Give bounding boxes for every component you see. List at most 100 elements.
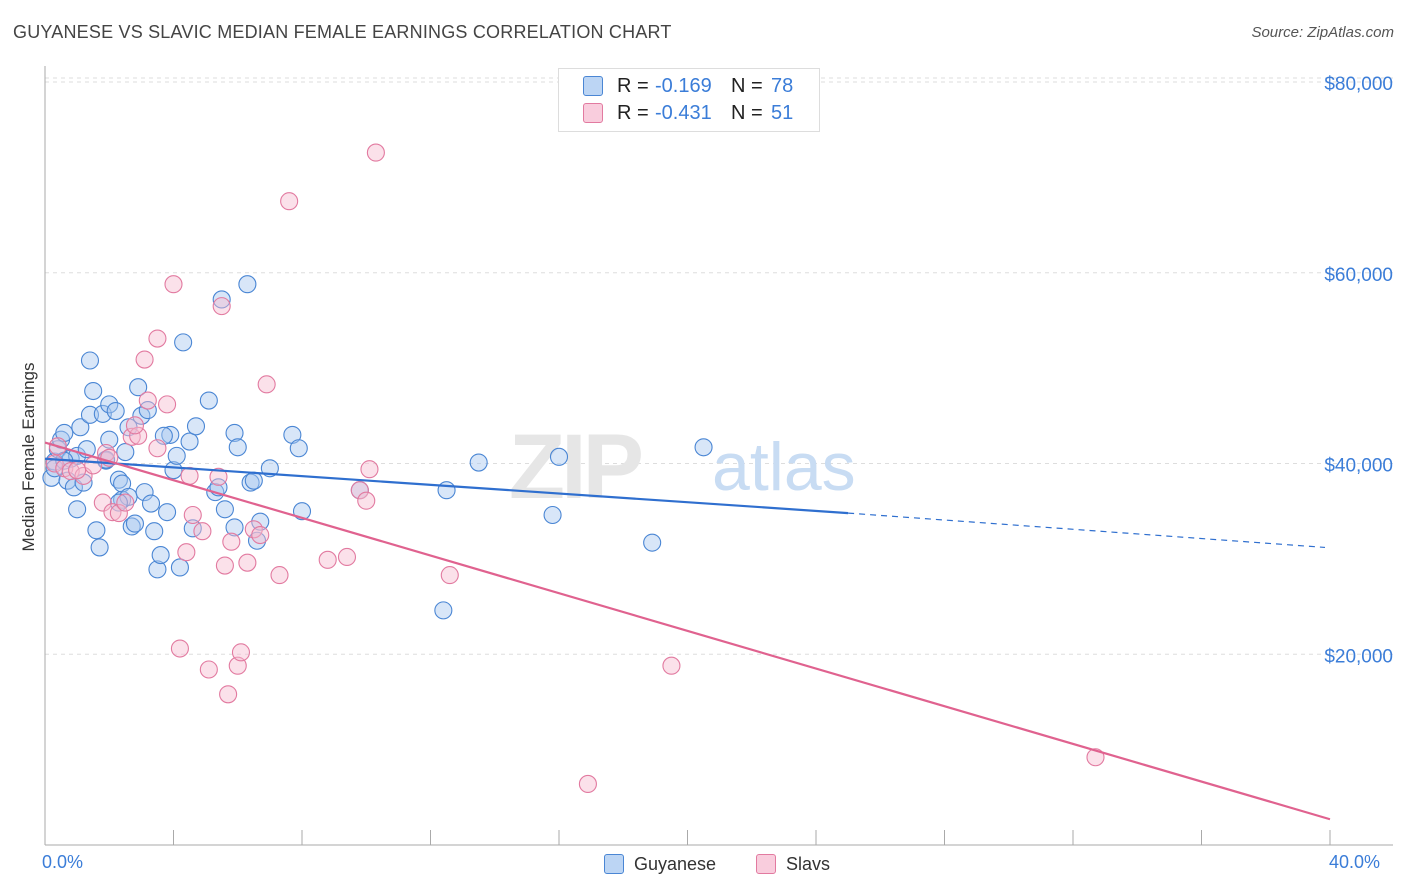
guyanese-point — [292, 502, 312, 521]
guyanese-point — [80, 351, 100, 370]
trend-lines — [44, 441, 1331, 821]
slavs-point — [337, 547, 357, 567]
chart-title: GUYANESE VS SLAVIC MEDIAN FEMALE EARNING… — [13, 22, 672, 42]
guyanese-point — [251, 512, 270, 531]
guyanese-point — [174, 333, 193, 352]
slavs-point — [135, 350, 154, 369]
guyanese-point — [68, 500, 87, 519]
guyanese-point — [80, 405, 100, 424]
guyanese-point — [643, 533, 662, 552]
y-tick-labels: $20,000 $40,000 $60,000 $80,000 — [1324, 74, 1393, 667]
legend-row-slavs: R = -0.431 N = 51 — [583, 101, 793, 125]
guyanese-point — [116, 443, 135, 462]
guyanese-point — [212, 290, 231, 309]
slavs-point — [103, 503, 122, 522]
watermark: ZIP atlas — [509, 416, 856, 518]
legend-r-value: -0.431 — [655, 101, 712, 124]
guyanese-point — [71, 418, 90, 437]
slavs-point — [199, 660, 218, 679]
guyanese-point — [141, 494, 161, 513]
slavs-point — [148, 439, 167, 458]
slavs-point — [1086, 748, 1105, 767]
bottom-legend-slavs: Slavs — [756, 852, 830, 876]
slavs-swatch — [583, 103, 603, 123]
legend-r-label: R = — [617, 101, 649, 124]
slavs-point — [318, 550, 337, 569]
guyanese-point — [225, 518, 244, 537]
guyanese-point — [694, 438, 713, 457]
slavs-point — [251, 525, 270, 545]
guyanese-point — [122, 517, 141, 536]
guyanese-point — [129, 378, 148, 397]
guyanese-point — [135, 483, 154, 502]
guyanese-point — [109, 493, 128, 512]
guyanese-point — [158, 503, 177, 522]
bottom-legend-slavs-label: Slavs — [786, 853, 831, 874]
guyanese-point — [186, 417, 206, 436]
guyanese-swatch — [583, 76, 603, 96]
watermark-zip: ZIP — [509, 416, 642, 518]
slavs-point — [222, 532, 241, 551]
legend-r-value: -0.169 — [655, 74, 712, 97]
slavs-point — [662, 656, 681, 675]
guyanese-point — [549, 447, 569, 466]
watermark-atlas: atlas — [712, 429, 856, 505]
guyanese-point — [100, 430, 119, 449]
guyanese-point — [241, 473, 260, 492]
slavs-point — [183, 505, 202, 525]
legend-n-value: 51 — [771, 101, 794, 124]
legend-r-label: R = — [617, 74, 649, 97]
slavs-point — [228, 656, 247, 675]
guyanese-point — [167, 446, 186, 465]
guyanese-point — [100, 395, 119, 414]
slavs-point — [93, 493, 112, 512]
legend-n-value: 78 — [771, 74, 794, 97]
slavs-point — [270, 566, 289, 585]
guyanese-swatch — [604, 854, 624, 874]
guyanese-point — [215, 500, 234, 519]
slavs-point — [357, 491, 376, 510]
guyanese-point — [260, 459, 279, 478]
slavs-point — [212, 297, 231, 316]
guyanese-point — [244, 471, 263, 490]
slavs-point — [68, 461, 87, 480]
legend-n-label: N = — [731, 74, 763, 97]
guyanese-point — [225, 423, 244, 443]
legend-row-guyanese: R = -0.169 N = 78 — [583, 74, 793, 98]
slavs-point — [360, 460, 379, 479]
slavs-point — [366, 143, 385, 162]
guyanese-point — [125, 514, 144, 533]
x-tick-label-max: 40.0% — [1329, 852, 1381, 872]
slavs-point — [129, 426, 148, 445]
slavs-point — [231, 643, 251, 662]
chart-source: Source: ZipAtlas.com — [1251, 24, 1394, 41]
guyanese-point — [161, 425, 180, 444]
bottom-legend-guyanese-label: Guyanese — [634, 853, 717, 874]
slavs-point — [280, 192, 299, 211]
slavs-point — [215, 556, 234, 575]
guyanese-point — [151, 546, 170, 565]
guyanese-point — [469, 453, 488, 472]
slavs-point — [193, 522, 212, 541]
y-tick-label: $20,000 — [1324, 646, 1393, 667]
guyanese-point — [106, 401, 125, 421]
guyanese-point — [247, 531, 267, 550]
slavs-point — [578, 774, 597, 794]
slavs-swatch — [756, 854, 776, 874]
x-tick-label-min: 0.0% — [42, 852, 84, 872]
guyanese-point — [289, 439, 308, 458]
y-tick-label: $60,000 — [1324, 265, 1393, 286]
slavs-point — [350, 481, 369, 500]
guyanese-point — [170, 558, 189, 577]
guyanese-point — [138, 401, 157, 420]
guyanese-point — [228, 438, 247, 457]
y-tick-label: $80,000 — [1324, 74, 1393, 95]
slavs-point — [116, 493, 135, 512]
guyanese-point — [180, 432, 199, 451]
slavs-point — [209, 467, 228, 486]
slavs-point — [170, 639, 189, 658]
slavs-point — [164, 275, 183, 294]
guyanese-point — [543, 505, 562, 525]
guyanese-trend-line — [44, 457, 849, 515]
